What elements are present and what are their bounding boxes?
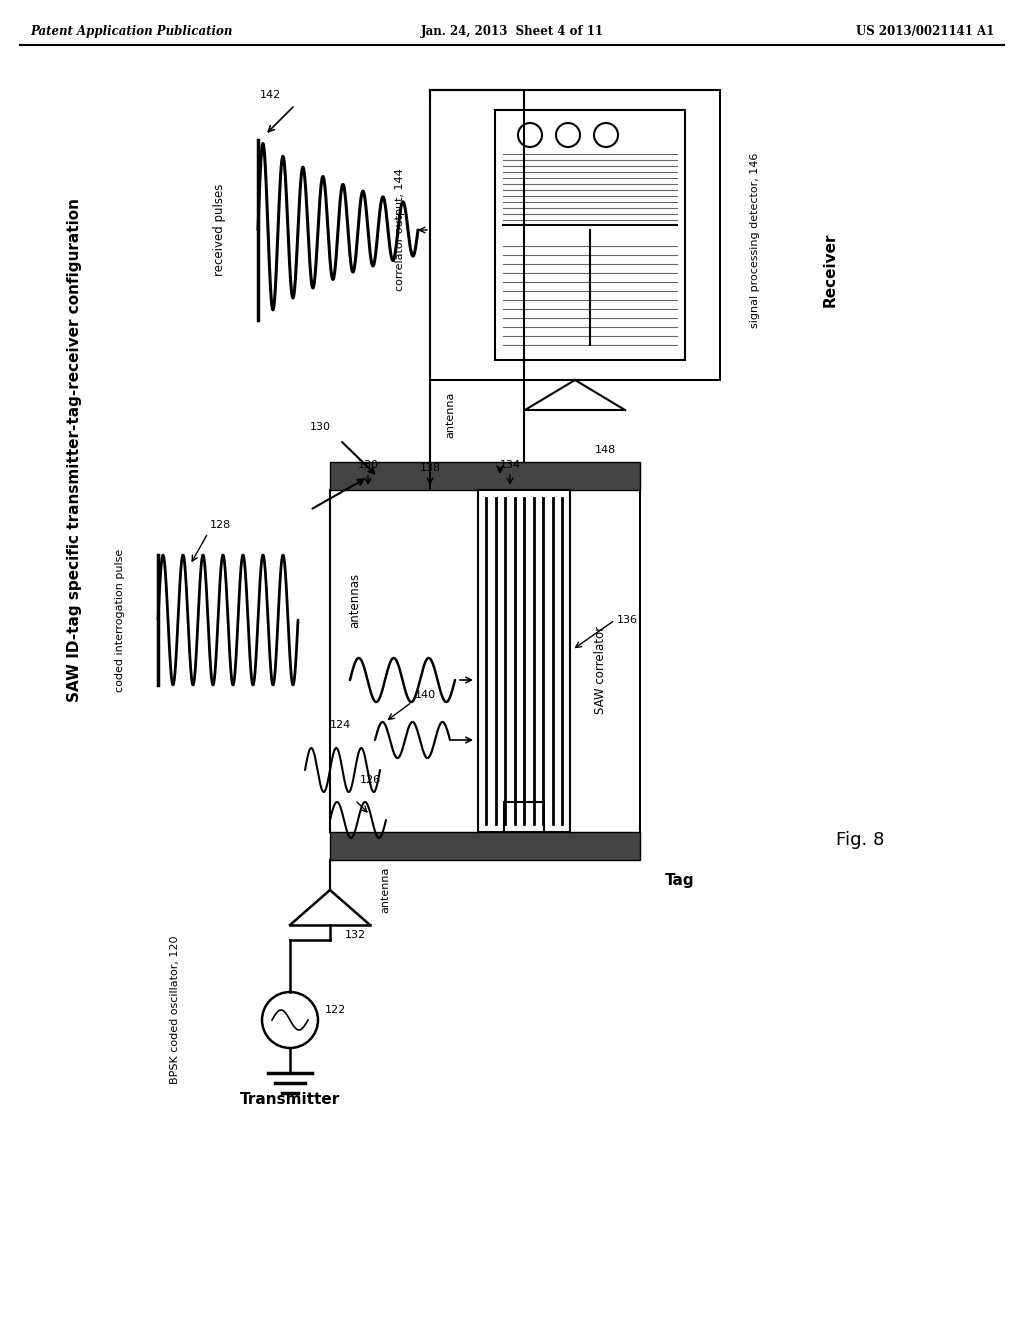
Text: 148: 148 <box>595 445 616 455</box>
Text: 134: 134 <box>500 459 520 470</box>
Text: 138: 138 <box>420 463 440 473</box>
Text: Jan. 24, 2013  Sheet 4 of 11: Jan. 24, 2013 Sheet 4 of 11 <box>421 25 603 38</box>
Text: 140: 140 <box>415 690 436 700</box>
Text: 132: 132 <box>345 931 367 940</box>
Text: Patent Application Publication: Patent Application Publication <box>30 25 232 38</box>
Bar <box>330 832 640 861</box>
Text: SAW correlator: SAW correlator <box>594 626 606 714</box>
Bar <box>478 490 570 832</box>
Text: 124: 124 <box>330 719 351 730</box>
Text: Fig. 8: Fig. 8 <box>836 832 884 849</box>
Text: 126: 126 <box>360 775 381 785</box>
Text: 136: 136 <box>617 615 638 624</box>
Text: BPSK coded oscillator, 120: BPSK coded oscillator, 120 <box>170 936 180 1084</box>
Text: coded interrogation pulse: coded interrogation pulse <box>115 548 125 692</box>
Text: antennas: antennas <box>348 573 361 627</box>
Text: signal processing detector, 146: signal processing detector, 146 <box>750 152 760 327</box>
Text: antenna: antenna <box>445 392 455 438</box>
Text: US 2013/0021141 A1: US 2013/0021141 A1 <box>856 25 994 38</box>
Text: Receiver: Receiver <box>822 232 838 308</box>
Text: 130: 130 <box>357 459 379 470</box>
Text: 122: 122 <box>325 1005 346 1015</box>
Text: Transmitter: Transmitter <box>240 1093 340 1107</box>
Text: received pulses: received pulses <box>213 183 226 276</box>
Bar <box>504 803 544 832</box>
Text: 128: 128 <box>210 520 231 531</box>
Text: antenna: antenna <box>380 867 390 913</box>
Bar <box>430 90 720 380</box>
Text: Tag: Tag <box>666 873 695 887</box>
Text: 130: 130 <box>309 422 331 432</box>
Text: 142: 142 <box>260 90 282 100</box>
Bar <box>330 462 640 490</box>
Bar <box>495 110 685 360</box>
Text: correlator output, 144: correlator output, 144 <box>395 169 406 292</box>
Text: SAW ID-tag specific transmitter-tag-receiver configuration: SAW ID-tag specific transmitter-tag-rece… <box>68 198 83 702</box>
